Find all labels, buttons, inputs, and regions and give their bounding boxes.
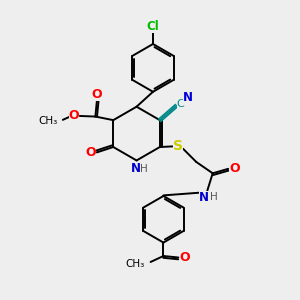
- Text: N: N: [131, 162, 141, 175]
- Text: C: C: [177, 99, 184, 109]
- Text: S: S: [173, 139, 183, 153]
- Text: O: O: [230, 162, 240, 175]
- Text: O: O: [69, 109, 79, 122]
- Text: Cl: Cl: [147, 20, 159, 33]
- Text: O: O: [92, 88, 102, 101]
- Text: N: N: [183, 91, 193, 104]
- Text: CH₃: CH₃: [38, 116, 58, 126]
- Text: H: H: [140, 164, 148, 174]
- Text: O: O: [180, 251, 190, 264]
- Text: CH₃: CH₃: [126, 259, 145, 269]
- Text: H: H: [210, 192, 218, 202]
- Text: O: O: [85, 146, 96, 159]
- Text: N: N: [199, 191, 209, 204]
